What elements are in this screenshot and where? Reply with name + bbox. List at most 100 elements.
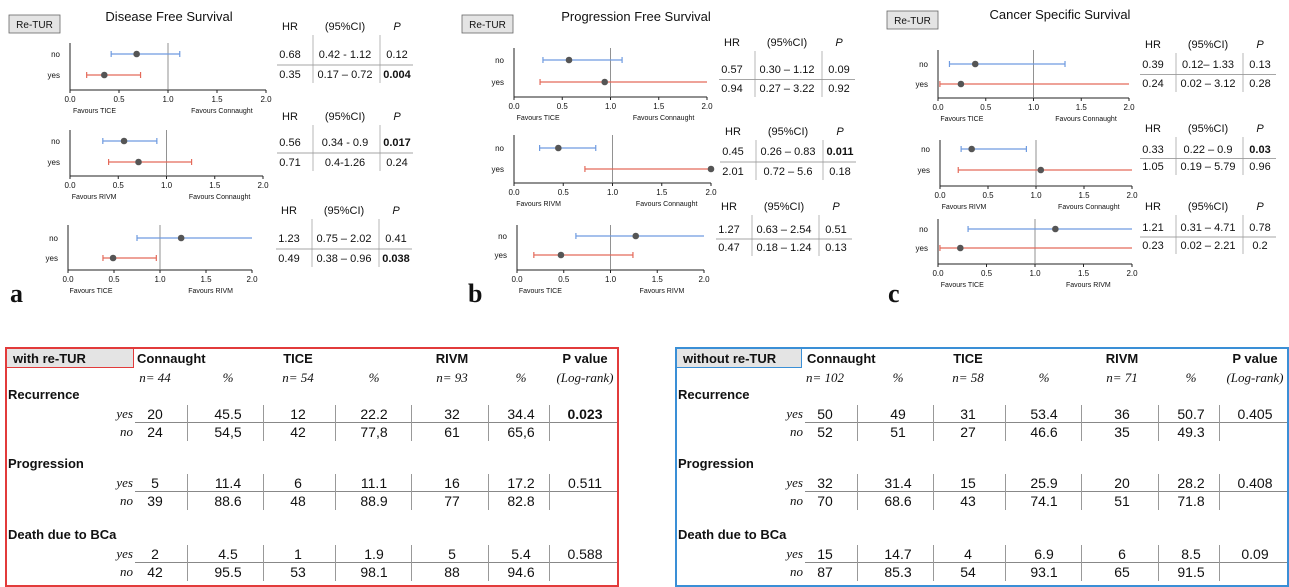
row-label: yes bbox=[786, 475, 803, 490]
col-separator bbox=[411, 545, 412, 581]
hr-point-no bbox=[565, 56, 573, 64]
p-value: 0.038 bbox=[382, 253, 410, 265]
favours-right-label: Favours Connaught bbox=[1055, 116, 1117, 123]
cell-value: 91.5 bbox=[1177, 564, 1205, 580]
tag-label: Re-TUR bbox=[894, 16, 931, 27]
row-separator bbox=[805, 562, 1287, 563]
p-value: 0.011 bbox=[827, 146, 854, 158]
x-tick-label: 1.5 bbox=[200, 275, 212, 284]
row-separator bbox=[135, 562, 617, 563]
col-separator bbox=[1219, 545, 1220, 581]
row-label: no bbox=[790, 564, 803, 579]
x-tick-label: 1.0 bbox=[161, 181, 173, 190]
p-header: P bbox=[836, 126, 844, 138]
ci-value: 0.75 – 2.02 bbox=[316, 233, 371, 245]
col-subheader: n= 71 bbox=[1106, 370, 1138, 385]
x-tick-label: 1.0 bbox=[1029, 269, 1041, 278]
hr-point-no bbox=[555, 144, 562, 152]
ci-value: 0.26 – 0.83 bbox=[760, 146, 815, 158]
row-label: yes bbox=[116, 406, 133, 421]
p-value: 0.09 bbox=[1241, 546, 1269, 562]
p-value: 0.13 bbox=[1249, 59, 1270, 71]
panel-letter-b: b bbox=[468, 279, 482, 308]
hr-point-yes bbox=[601, 78, 609, 86]
cell-value: 27 bbox=[960, 424, 976, 440]
hr-point-yes bbox=[557, 251, 565, 259]
col-subheader: % bbox=[368, 370, 380, 385]
cell-value: 88.6 bbox=[214, 493, 242, 509]
col-separator bbox=[187, 474, 188, 510]
hr-value: 0.49 bbox=[278, 253, 299, 265]
col-separator bbox=[335, 545, 336, 581]
x-tick-label: 0.5 bbox=[558, 275, 570, 284]
p-header: P bbox=[832, 201, 840, 213]
hr-value: 0.57 bbox=[721, 64, 742, 76]
col-separator bbox=[187, 405, 188, 441]
row-label-yes: yes bbox=[492, 165, 504, 174]
col-separator bbox=[549, 405, 550, 441]
cell-value: 71.8 bbox=[1177, 493, 1205, 509]
hr-value: 0.71 bbox=[279, 157, 300, 169]
col-subheader: % bbox=[892, 370, 904, 385]
p-value: 0.24 bbox=[386, 157, 407, 169]
p-value: 0.51 bbox=[825, 224, 846, 236]
p-value: 0.2 bbox=[1252, 240, 1267, 252]
cell-value: 5 bbox=[151, 475, 159, 491]
p-value: 0.92 bbox=[828, 83, 849, 95]
tag-box bbox=[8, 14, 61, 34]
col-separator bbox=[1005, 545, 1006, 581]
forest-plots: 0.0 0.5 1.0 1.5 2.0 Favours TICE Favours Conna… bbox=[8, 7, 1276, 308]
cell-value: 65 bbox=[1114, 564, 1130, 580]
cell-value: 32 bbox=[817, 475, 833, 491]
ci-value: 0.4-1.26 bbox=[325, 157, 365, 169]
forest-plot-9: 0.0 0.5 1.0 1.5 2.0 Favours TICE Favours RIVM n… bbox=[916, 201, 1276, 289]
x-tick-label: 0.5 bbox=[980, 103, 992, 112]
col-header: Connaught bbox=[807, 351, 876, 366]
x-tick-label: 0.0 bbox=[64, 95, 76, 104]
forest-plot-1: 0.0 0.5 1.0 1.5 2.0 Favours TICE Favours Conna… bbox=[8, 9, 413, 115]
ci-value: 0.72 – 5.6 bbox=[764, 166, 813, 178]
hr-header: HR bbox=[721, 201, 737, 213]
x-tick-label: 0.5 bbox=[108, 275, 120, 284]
x-tick-label: 1.5 bbox=[1078, 191, 1090, 200]
cell-value: 4 bbox=[964, 546, 972, 562]
col-separator bbox=[1158, 545, 1159, 581]
section-title: Death due to BCa bbox=[8, 527, 117, 542]
ci-value: 0.19 – 5.79 bbox=[1180, 161, 1235, 173]
x-tick-label: 0.0 bbox=[511, 275, 523, 284]
x-tick-label: 0.5 bbox=[557, 102, 569, 111]
x-tick-label: 1.0 bbox=[1030, 191, 1042, 200]
col-separator bbox=[1005, 405, 1006, 441]
forest-plot-6: 0.0 0.5 1.0 1.5 2.0 Favours TICE Favours RIVM n… bbox=[495, 201, 852, 295]
x-tick-label: 1.5 bbox=[656, 188, 668, 197]
x-tick-label: 0.0 bbox=[932, 269, 944, 278]
section-title: Recurrence bbox=[8, 387, 80, 402]
row-label: no bbox=[120, 493, 133, 508]
ci-header: (95%CI) bbox=[768, 126, 808, 138]
hr-value: 0.56 bbox=[279, 137, 300, 149]
col-separator bbox=[488, 545, 489, 581]
row-label-no: no bbox=[51, 137, 60, 146]
cell-value: 34.4 bbox=[507, 406, 535, 422]
table-tag: with re-TUR bbox=[6, 348, 134, 368]
col-separator bbox=[933, 405, 934, 441]
p-header: P bbox=[393, 111, 401, 123]
row-separator bbox=[805, 491, 1287, 492]
cell-value: 50.7 bbox=[1177, 406, 1205, 422]
hr-point-yes bbox=[135, 158, 142, 166]
cell-value: 8.5 bbox=[1181, 546, 1201, 562]
favours-right-label: Favours RIVM bbox=[188, 288, 233, 295]
x-tick-label: 0.0 bbox=[508, 102, 520, 111]
hr-value: 0.94 bbox=[721, 83, 742, 95]
x-tick-label: 2.0 bbox=[260, 95, 272, 104]
p-value: 0.78 bbox=[1249, 222, 1270, 234]
col-header: P value bbox=[1232, 351, 1278, 366]
favours-left-label: Favours RIVM bbox=[942, 204, 987, 211]
p-value: 0.09 bbox=[828, 64, 849, 76]
row-separator bbox=[135, 491, 617, 492]
ci-value: 0.22 – 0.9 bbox=[1184, 144, 1233, 156]
col-separator bbox=[187, 545, 188, 581]
col-separator bbox=[335, 405, 336, 441]
row-label: no bbox=[120, 424, 133, 439]
cell-value: 5 bbox=[448, 546, 456, 562]
